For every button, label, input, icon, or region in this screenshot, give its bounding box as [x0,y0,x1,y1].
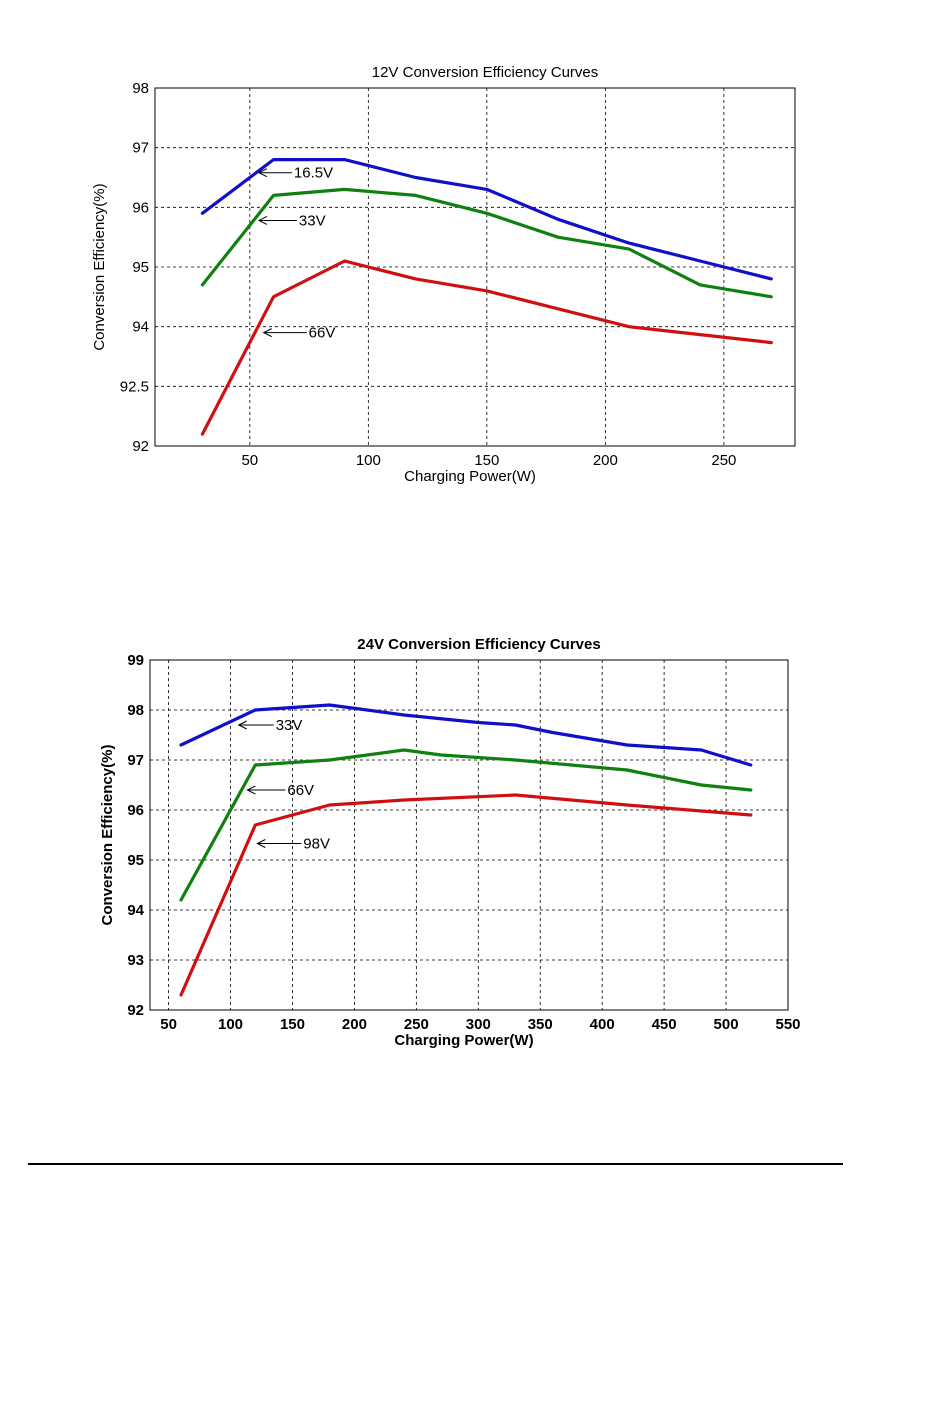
x-tick-label: 50 [160,1016,177,1033]
x-tick-label: 200 [342,1016,367,1033]
chart-title: 12V Conversion Efficiency Curves [372,64,599,81]
x-axis-label: Charging Power(W) [394,1032,533,1049]
grid-lines [155,88,795,446]
chart-24v: 50 100 150 200 250 300 350 400 450 500 550 92 93 94 95… [99,636,801,1049]
plot-area [149,659,789,1011]
y-axis-label: Conversion Efficiency(%) [91,183,108,350]
annotation-arrowhead [262,328,272,338]
annotation-66v: 66V [246,782,314,799]
y-tick-label: 97 [127,752,144,769]
annotation-98v: 98V [256,836,330,853]
y-tick-label: 94 [127,902,144,919]
y-tick-label: 99 [127,652,144,669]
x-tick-label: 350 [528,1016,553,1033]
annotation-arrowhead [256,839,266,848]
y-tick-label: 95 [132,259,149,276]
annotation-33v: 33V [237,717,303,734]
x-tick-label: 200 [593,452,618,469]
annotation-arrowhead [237,720,247,730]
x-tick-label: 150 [474,452,499,469]
y-tick-label: 93 [127,952,144,969]
series-line-16-5v [200,158,773,281]
y-tick-label: 96 [132,199,149,216]
grid-lines [150,660,788,1010]
x-tick-label: 100 [356,452,381,469]
series-line-66v [179,748,753,902]
y-tick-label: 98 [132,80,149,97]
y-tick-label: 98 [127,702,144,719]
x-tick-label: 150 [280,1016,305,1033]
series-line-33v [179,703,753,767]
y-tick-label: 97 [132,140,149,157]
annotation-label: 66V [309,325,336,342]
annotation-16-5v: 16.5V [257,165,333,182]
x-tick-label: 400 [590,1016,615,1033]
chart-title: 24V Conversion Efficiency Curves [357,636,600,653]
annotation-66v: 66V [262,325,336,342]
x-tick-label: 300 [466,1016,491,1033]
annotation-arrowhead [246,785,256,795]
x-tick-label: 250 [711,452,736,469]
x-tick-label: 50 [241,452,258,469]
x-axis-label: Charging Power(W) [404,468,536,485]
x-tick-label: 450 [652,1016,677,1033]
y-tick-label: 94 [132,319,149,336]
annotation-label: 16.5V [294,165,333,182]
x-tick-label: 550 [775,1016,800,1033]
x-tick-label: 500 [714,1016,739,1033]
y-tick-label: 92.5 [120,378,149,395]
series-line-66v [200,259,773,436]
annotation-arrowhead [257,216,268,225]
annotation-label: 98V [303,836,330,853]
annotation-label: 66V [287,782,314,799]
x-tick-label: 100 [218,1016,243,1033]
y-tick-label: 95 [127,852,144,869]
y-tick-label: 96 [127,802,144,819]
annotation-label: 33V [276,717,303,734]
chart-12v: 50 100 150 200 250 92 92.5 94 95 96 97 98 16.5V 33V 66… [91,64,796,485]
series-line-33v [200,187,773,299]
annotation-arrowhead [257,168,268,178]
y-axis-label: Conversion Efficiency(%) [99,745,116,926]
y-tick-label: 92 [127,1002,144,1019]
x-tick-label: 250 [404,1016,429,1033]
series-line-98v [179,793,753,997]
annotation-33v: 33V [257,212,326,229]
y-tick-label: 92 [132,438,149,455]
horizontal-separator [28,1163,843,1165]
annotation-label: 33V [299,212,326,229]
